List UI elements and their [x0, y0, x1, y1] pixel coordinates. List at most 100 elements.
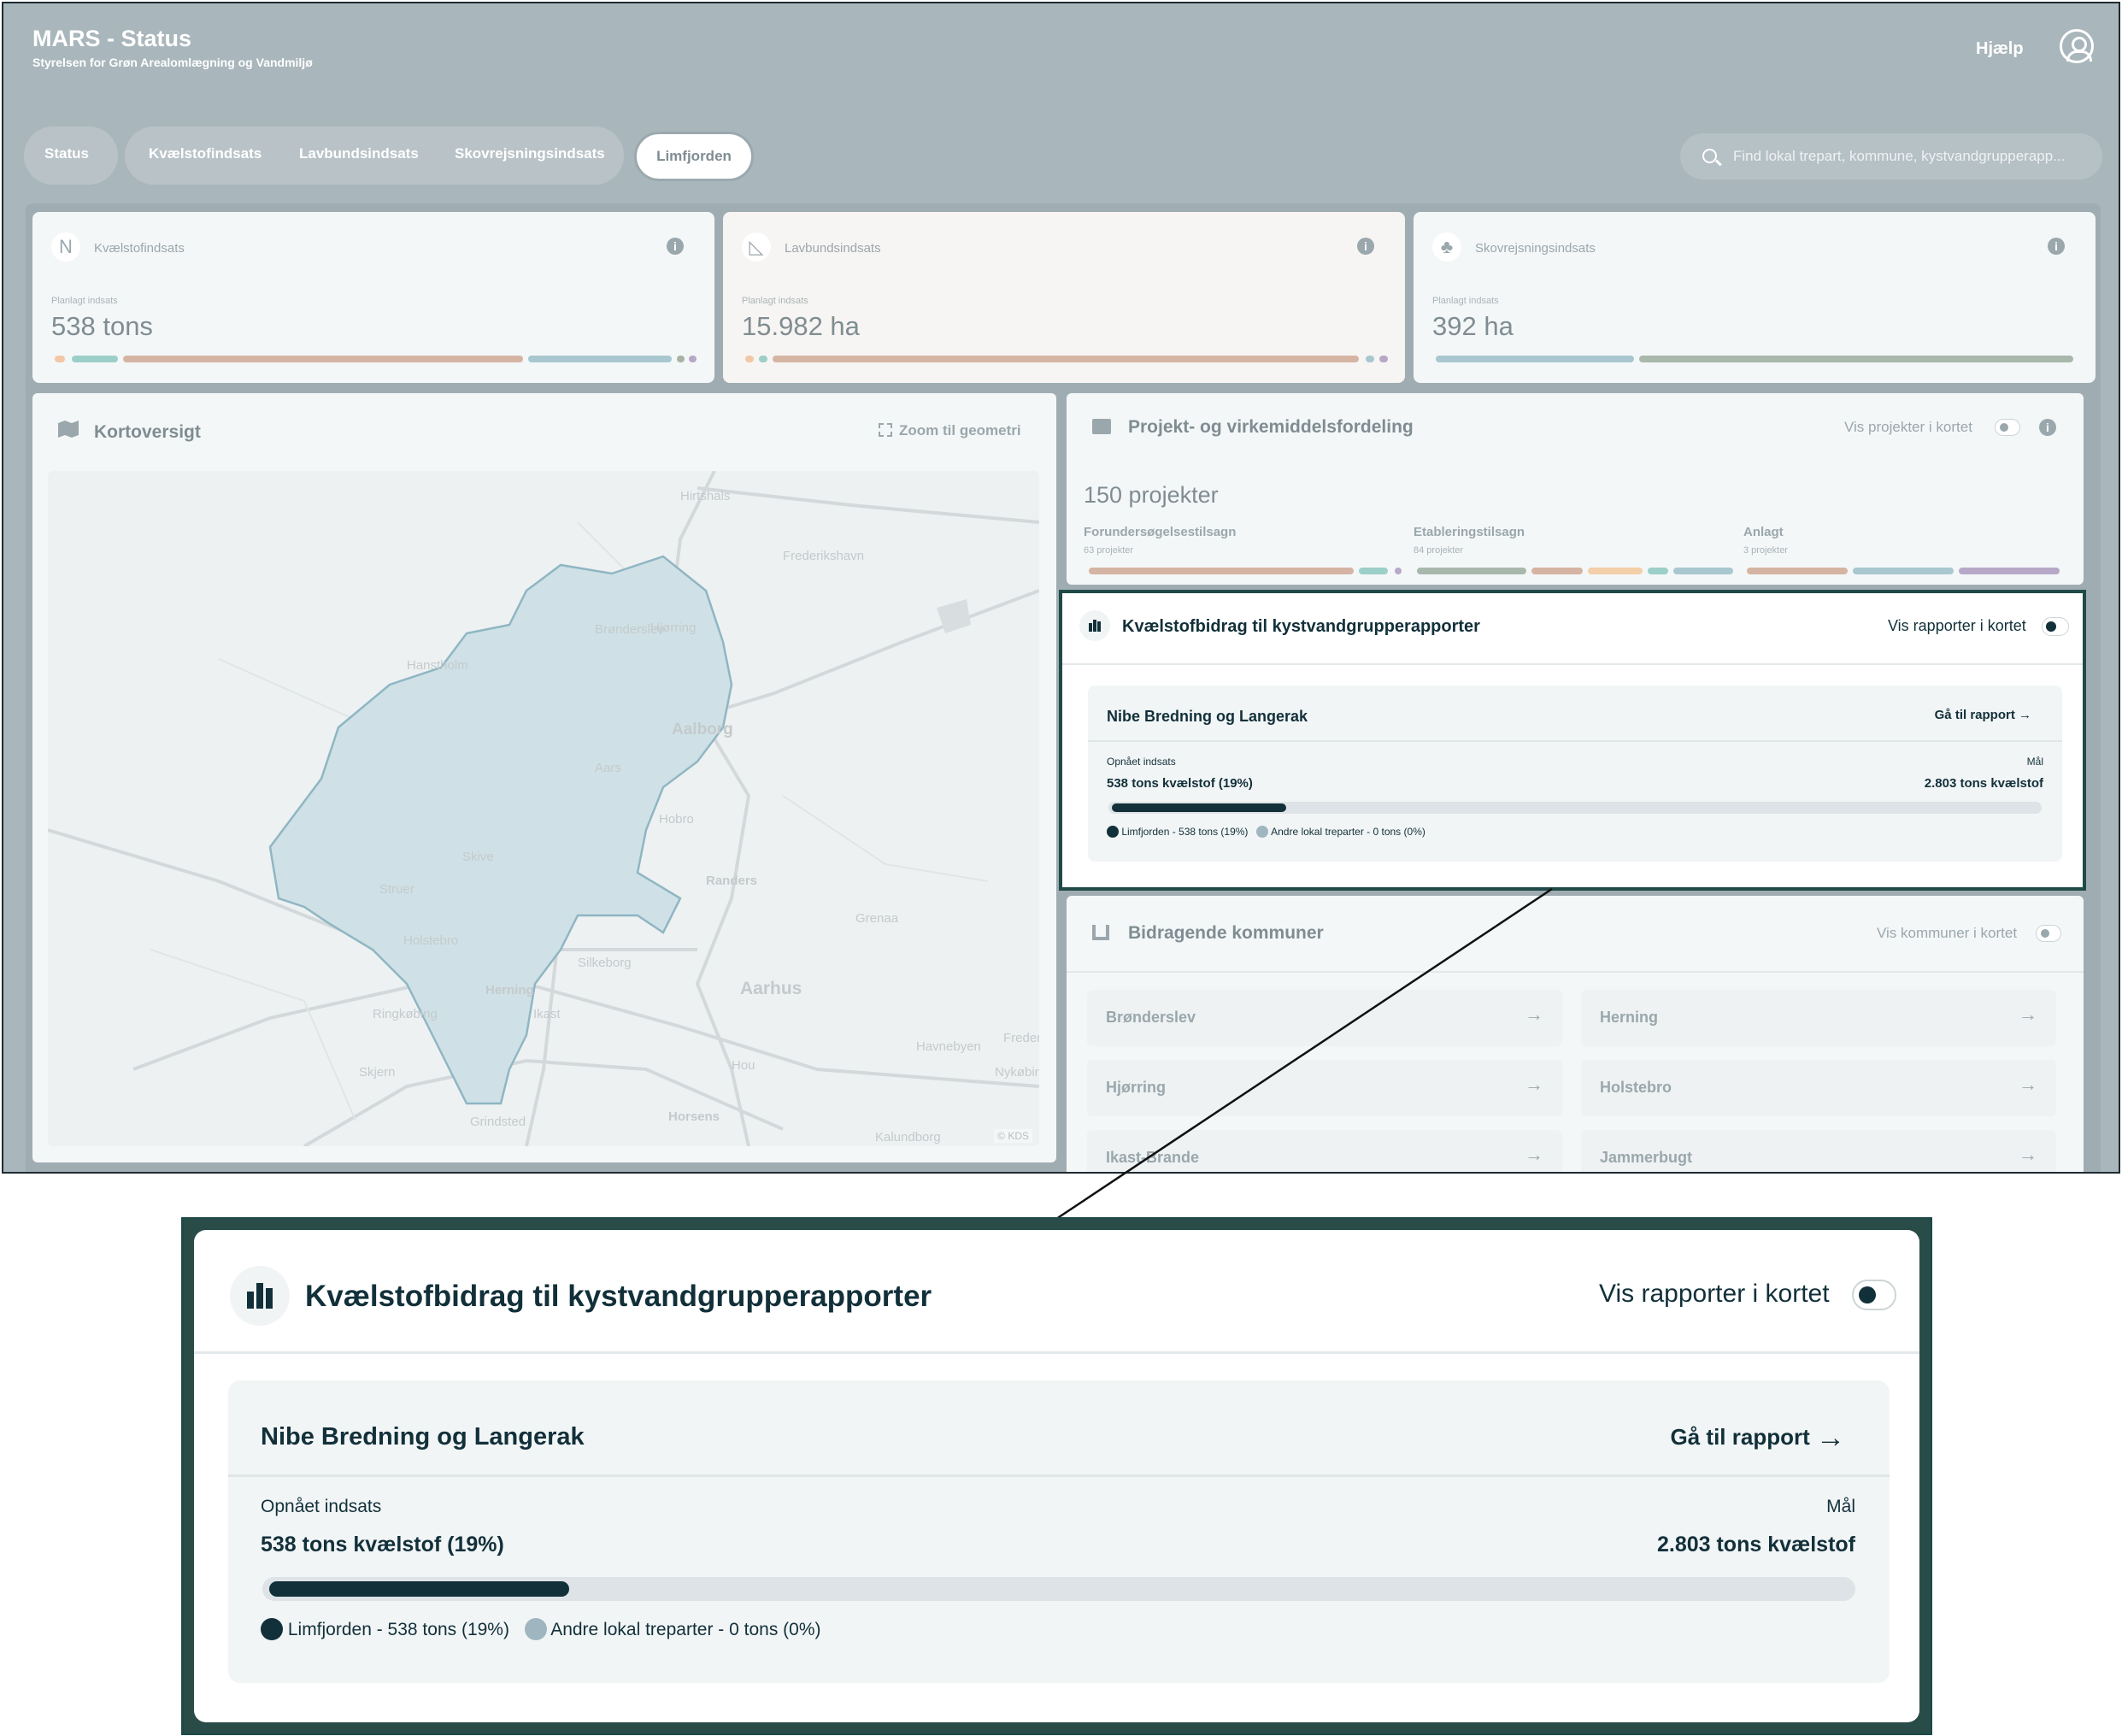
municipality-item[interactable]: Herning → — [1581, 990, 2056, 1046]
municipality-item[interactable]: Brønderslev → — [1087, 990, 1562, 1046]
bar-segment — [1379, 356, 1388, 362]
phase-count: 84 projekter — [1414, 545, 1464, 556]
municipality-name: Holstebro — [1600, 1079, 1672, 1096]
divider — [228, 1474, 1890, 1477]
limfjorden-catchment — [268, 555, 733, 1105]
kpi-card-skov[interactable]: ♣ Skovrejsningsindsats i Planlagt indsat… — [1414, 212, 2096, 383]
map-label: Havnebyen — [916, 1039, 981, 1054]
phase-count: 63 projekter — [1084, 545, 1134, 556]
municipality-name: Brønderslev — [1106, 1009, 1196, 1026]
municipalities-toggle[interactable] — [2036, 925, 2061, 942]
report-card: Nibe Bredning og Langerak Gå til rapport… — [228, 1380, 1890, 1683]
map-label: Holstebro — [403, 933, 458, 948]
bar-segment — [72, 356, 118, 362]
goto-report-link[interactable]: Gå til rapport → — [1671, 1421, 1845, 1455]
municipality-item[interactable]: Holstebro → — [1581, 1060, 2056, 1116]
map-label: Herning — [485, 983, 534, 997]
user-icon[interactable] — [2060, 29, 2094, 63]
map-label: Brønderslev — [595, 622, 664, 637]
bar-segment — [1531, 568, 1583, 574]
map-canvas[interactable]: Hirtshals Frederikshavn Hjørring Brønder… — [48, 471, 1039, 1146]
goto-report-link[interactable]: Gå til rapport → — [1935, 708, 2031, 722]
legend-label: Limfjorden - 538 tons (19%) — [1121, 826, 1249, 838]
legend-label: Andre lokal treparter - 0 tons (0%) — [550, 1620, 821, 1639]
bar-segment — [1639, 356, 2073, 362]
arrow-right-icon: → — [2019, 708, 2031, 722]
info-icon[interactable]: i — [1357, 238, 1374, 255]
municipality-name: Herning — [1600, 1009, 1659, 1026]
map-label: Nykøbing — [995, 1065, 1039, 1080]
map-label: Grenaa — [855, 911, 899, 926]
kpi-planned-label: Planlagt indsats — [1432, 296, 1499, 306]
report-group-name: Nibe Bredning og Langerak — [261, 1423, 585, 1451]
kpi-label: Kvælstofindsats — [94, 241, 185, 256]
reports-toggle[interactable] — [2042, 617, 2069, 636]
achieved-value: 538 tons kvælstof (19%) — [261, 1533, 504, 1557]
map-label: Aarhus — [740, 979, 802, 998]
kpi-label: Lavbundsindsats — [785, 241, 881, 256]
toggle-knob — [2000, 423, 2008, 432]
tab-kvaelstof[interactable]: Kvælstofindsats — [149, 145, 262, 162]
achieved-label: Opnået indsats — [261, 1497, 382, 1516]
municipality-name: Jammerbugt — [1600, 1149, 1693, 1166]
map-label: Hirtshals — [680, 489, 730, 503]
bar-segment — [1436, 356, 1634, 362]
legend-label: Limfjorden - 538 tons (19%) — [287, 1620, 509, 1639]
tab-status[interactable]: Status — [24, 127, 118, 185]
goto-report-label: Gå til rapport — [1934, 708, 2015, 722]
map-label: Kalundborg — [875, 1130, 941, 1145]
kpi-card-kvaelstof[interactable]: N Kvælstofindsats i Planlagt indsats 538… — [32, 212, 714, 383]
bar-segment — [1648, 568, 1668, 574]
goal-label: Mål — [2026, 756, 2043, 768]
municipality-name: Hjørring — [1106, 1079, 1166, 1096]
map-icon — [58, 421, 79, 438]
map-label: Ikast — [533, 1007, 561, 1021]
municipality-item[interactable]: Hjørring → — [1087, 1060, 1562, 1116]
bar-chart-icon — [230, 1266, 290, 1326]
info-icon[interactable]: i — [667, 238, 684, 255]
reports-title: Kvælstofbidrag til kystvandgrupperapport… — [1122, 617, 1480, 636]
bar-segment — [689, 356, 697, 362]
municipality-item[interactable]: Ikast-Brande → — [1087, 1130, 1562, 1172]
map-copyright: © KDS — [994, 1129, 1032, 1143]
map-label: Hanstholm — [407, 658, 468, 673]
bar-segment — [1366, 356, 1374, 362]
municipality-item[interactable]: Jammerbugt → — [1581, 1130, 2056, 1172]
reports-toggle[interactable] — [1852, 1280, 1896, 1310]
map-label: Ringkøbing — [373, 1007, 438, 1021]
tab-lavbund[interactable]: Lavbundsindsats — [299, 145, 419, 162]
kpi-card-lavbund[interactable]: ◺ Lavbundsindsats i Planlagt indsats 15.… — [723, 212, 1405, 383]
map-label: Frederikshavn — [783, 549, 864, 563]
kpi-planned-label: Planlagt indsats — [742, 296, 808, 306]
arrow-right-icon: → — [1525, 1144, 1543, 1165]
legend: Limfjorden - 538 tons (19%) Andre lokal … — [1107, 826, 1425, 838]
toggle-knob — [2046, 621, 2056, 632]
bar-chart-icon — [1092, 925, 1109, 940]
kpi-value: 392 ha — [1432, 311, 1514, 341]
phase-name: Etableringstilsagn — [1414, 525, 1525, 539]
tab-limfjorden[interactable]: Limfjorden — [634, 132, 754, 181]
triangle-ruler-icon: ◺ — [742, 232, 771, 262]
legend-dot — [261, 1618, 283, 1640]
zoom-button[interactable]: Zoom til geometri — [879, 422, 1021, 439]
bar-segment — [1417, 568, 1526, 574]
map-label: Randers — [706, 874, 757, 888]
divider — [1067, 971, 2084, 973]
phase-name: Forundersøgelsestilsagn — [1084, 525, 1237, 539]
reports-toggle-label: Vis rapporter i kortet — [1599, 1280, 1830, 1308]
bar-segment — [677, 356, 685, 362]
arrow-right-icon: → — [2019, 1003, 2037, 1025]
phase-name: Anlagt — [1743, 525, 1784, 539]
info-icon[interactable]: i — [2039, 419, 2056, 436]
help-link[interactable]: Hjælp — [1976, 39, 2024, 58]
tab-skov[interactable]: Skovrejsningsindsats — [455, 145, 605, 162]
search-input[interactable]: Find lokal trepart, kommune, kystvandgru… — [1680, 133, 2102, 179]
reports-toggle-label: Vis rapporter i kortet — [1888, 617, 2026, 634]
info-icon[interactable]: i — [2048, 238, 2065, 255]
nitrogen-icon: N — [51, 232, 80, 262]
map-label: Skive — [462, 850, 494, 864]
kpi-value: 15.982 ha — [742, 311, 860, 341]
app-subtitle: Styrelsen for Grøn Arealomlægning og Van… — [32, 56, 313, 69]
trees-icon: ♣ — [1432, 232, 1461, 262]
projects-toggle[interactable] — [1995, 419, 2020, 436]
